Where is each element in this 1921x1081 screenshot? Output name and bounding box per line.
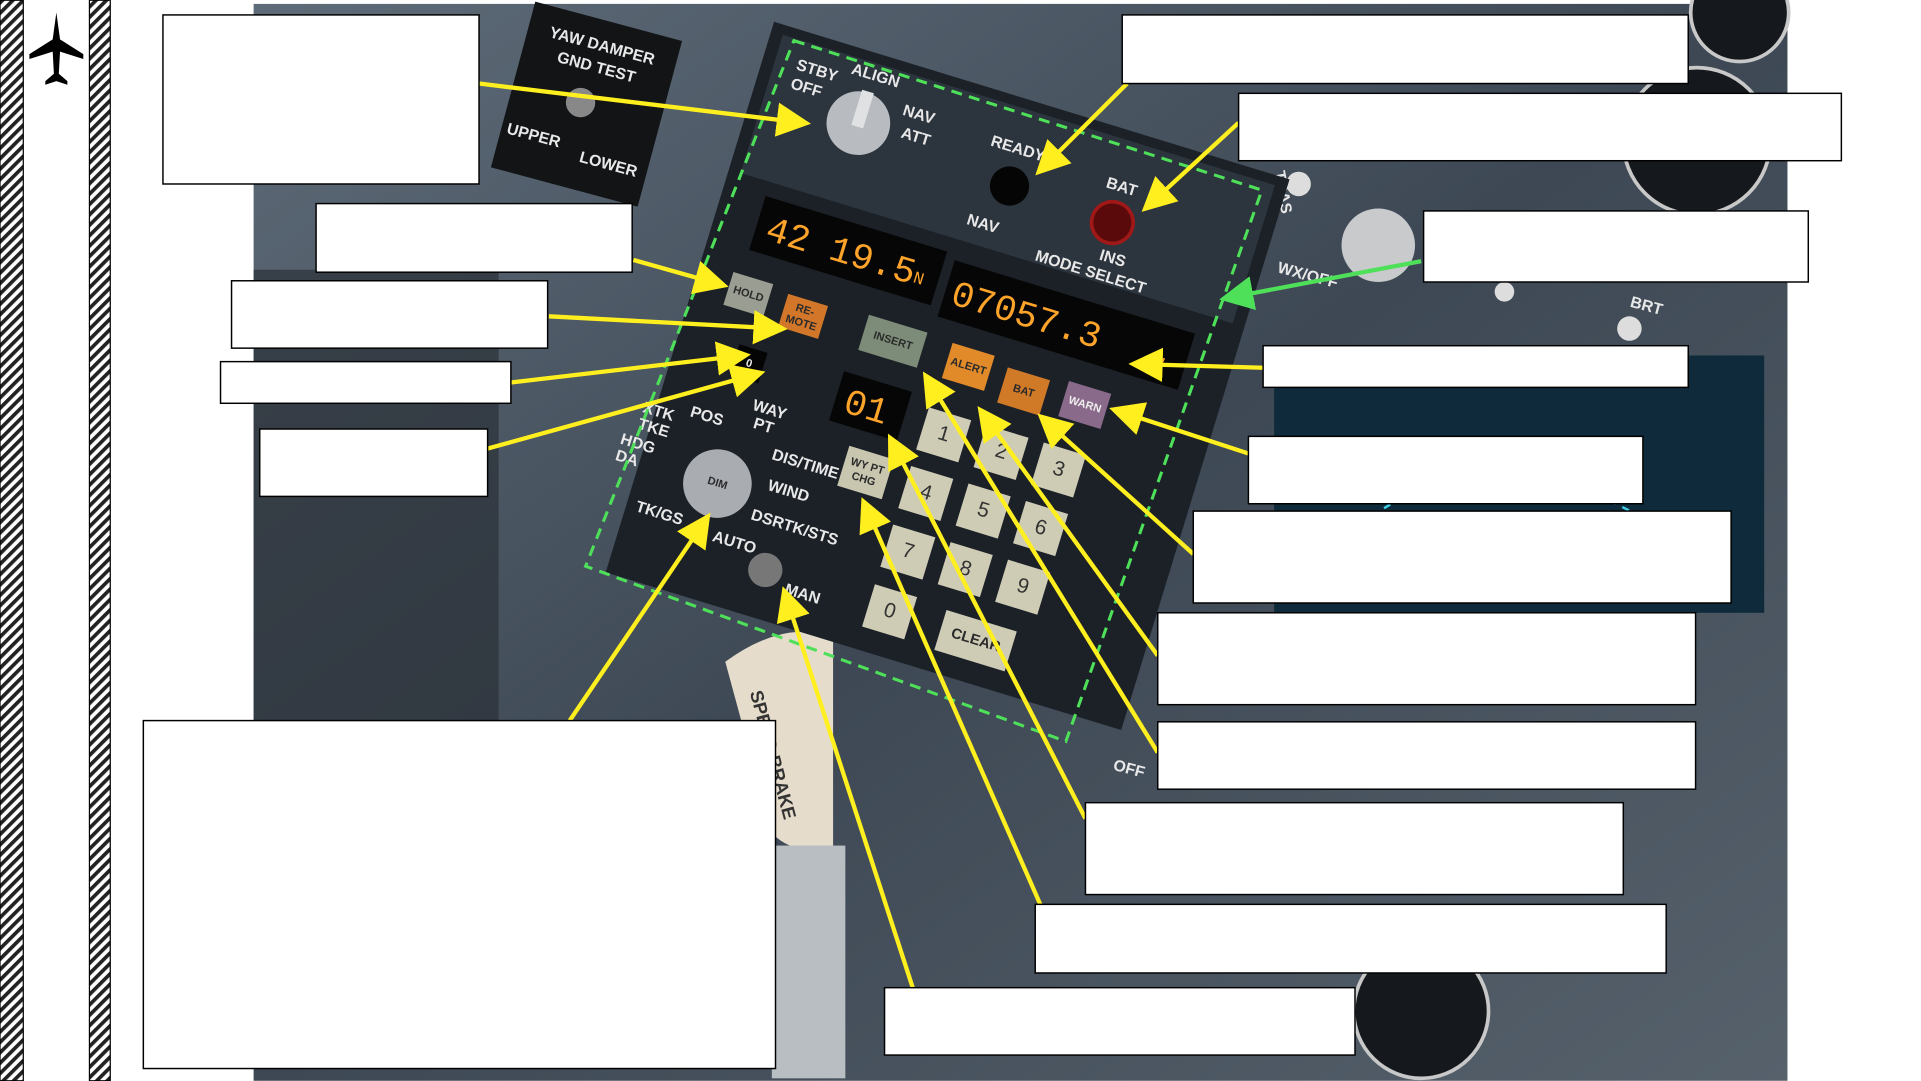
callout-boxes: [142, 14, 1843, 1070]
callout-boxes-part: [230, 280, 549, 349]
keypad-key: [955, 483, 1011, 539]
callout-boxes-part: [142, 719, 777, 1070]
callout-boxes-part: [883, 986, 1356, 1056]
knob: [1286, 171, 1311, 197]
callout-arrows-part: [977, 406, 1160, 657]
callout-arrows-part: [1035, 82, 1129, 176]
speed-brake-handle: [725, 631, 834, 850]
knob: [1617, 316, 1642, 341]
data-selector-knob: [683, 449, 752, 518]
handle-shaft: [771, 845, 846, 1079]
callout-boxes-part: [1247, 435, 1644, 505]
remote-button: [778, 293, 829, 339]
keypad-key: [862, 584, 918, 640]
knob-pointer: [851, 89, 874, 129]
bat-light: [1089, 199, 1136, 246]
bat-button: [997, 367, 1051, 416]
knob: [1341, 208, 1416, 282]
callout-boxes-part: [315, 202, 633, 273]
callout-arrows-part: [887, 433, 1088, 820]
callout-arrows-part: [487, 364, 766, 451]
callout-arrows-part: [1141, 121, 1241, 212]
callout-boxes-part: [219, 360, 512, 405]
knob: [1494, 281, 1515, 302]
airplane-icon: [29, 12, 84, 85]
callout-arrows-part: [510, 341, 751, 385]
callout-arrows-part: [1219, 259, 1422, 310]
callout-arrows-part: [1128, 347, 1264, 382]
callout-arrows-part: [922, 371, 1160, 754]
callout-boxes-part: [1157, 612, 1697, 706]
callout-arrows-part: [548, 310, 788, 345]
callout-arrows-part: [567, 512, 711, 722]
callout-boxes-part: [1121, 14, 1689, 85]
hold-button: [723, 271, 774, 317]
callout-boxes-part: [1192, 510, 1732, 604]
callout-boxes-part: [162, 14, 480, 185]
latitude-display: [749, 195, 948, 306]
callout-boxes-part: [1237, 92, 1843, 162]
callout-arrows-part: [478, 81, 811, 137]
selector-way-pt: PT: [751, 415, 776, 437]
sidebar-stripe: [88, 0, 111, 1081]
callout-arrows-part: [632, 257, 729, 294]
gauge: [1688, 0, 1791, 64]
keypad-key: [995, 559, 1051, 615]
callout-boxes-part: [1262, 344, 1689, 389]
dim-label: DIM: [706, 475, 729, 492]
ready-light: [989, 166, 1030, 206]
keypad-key: [916, 407, 972, 463]
callout-boxes-part: [258, 428, 489, 498]
callout-arrows-part: [1109, 402, 1250, 456]
selector-hdg-da: DA: [613, 447, 640, 470]
yaw-damper-panel: YAW DAMPER GND TEST UPPER LOWER: [490, 1, 683, 207]
callout-arrows-part: [1037, 413, 1195, 556]
wypt-chg-button: [837, 445, 894, 500]
ins-outline: [583, 38, 1264, 744]
keypad-key: [880, 524, 936, 580]
remote-label: RE-: [794, 302, 816, 319]
sidebar-stripe: [0, 0, 24, 1081]
keypad-key: [1030, 442, 1087, 498]
callout-boxes-part: [1422, 210, 1810, 283]
insert-button: [858, 314, 928, 368]
clear-button: [934, 609, 1017, 672]
auto-man-switch: [748, 552, 783, 588]
callout-boxes-part: [1034, 903, 1667, 974]
callout-arrows-part: [859, 497, 1044, 908]
callout-boxes-part: [1084, 801, 1625, 896]
callout-arrows-part: [776, 586, 915, 989]
waypoint-display: [828, 371, 912, 442]
callout-arrows: [478, 81, 1422, 989]
callout-boxes-part: [1157, 721, 1697, 790]
ins-panel: STBY OFF ALIGN NAV ATT READY NAV BAT INS…: [605, 21, 1290, 731]
